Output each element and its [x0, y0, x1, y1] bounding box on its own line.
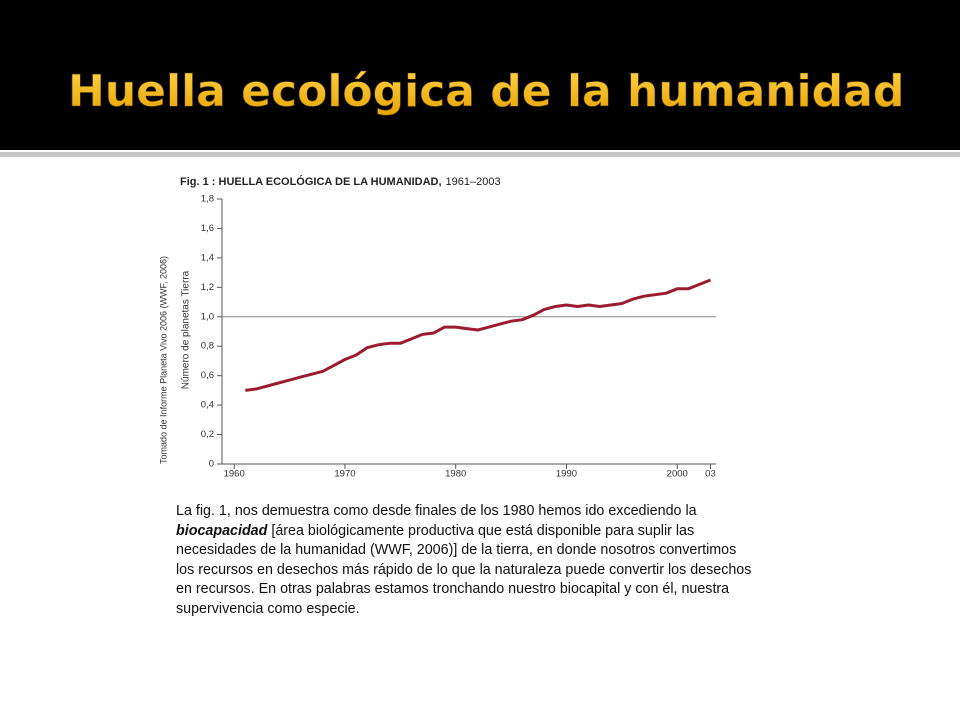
y-tick-label: 1,0 — [201, 311, 214, 322]
y-tick-label: 1,4 — [201, 252, 214, 263]
x-tick-label: 1970 — [334, 469, 355, 480]
y-tick-label: 0,4 — [201, 400, 214, 411]
chart-title-main: Fig. 1 : HUELLA ECOLÓGICA DE LA HUMANIDA… — [180, 175, 442, 188]
paragraph-text: La fig. 1, nos demuestra como desde fina… — [176, 503, 697, 519]
header-rule — [0, 152, 960, 157]
y-tick-label: 1,6 — [201, 223, 214, 234]
y-tick-label: 0 — [209, 459, 214, 470]
slide-title: Huella ecológica de la humanidad — [68, 66, 904, 117]
paragraph-text: [área biológicamente productiva que está… — [176, 522, 752, 617]
y-axis-label: Número de planetas Tierra — [181, 270, 192, 389]
paragraph: La fig. 1, nos demuestra como desde fina… — [176, 502, 756, 619]
y-tick-label: 0,8 — [201, 341, 214, 352]
x-tick-label: 1960 — [224, 469, 245, 480]
chart-title: Fig. 1 : HUELLA ECOLÓGICA DE LA HUMANIDA… — [180, 175, 501, 188]
y-tick-label: 1,2 — [201, 282, 214, 293]
header-bar — [0, 0, 960, 150]
y-tick-label: 1,8 — [201, 194, 214, 205]
x-tick-label: 2000 — [667, 469, 688, 480]
paragraph-emphasis: biocapacidad — [176, 522, 268, 539]
x-tick-label: 1990 — [556, 469, 577, 480]
y-tick-label: 0,6 — [201, 370, 214, 381]
data-line — [245, 278, 712, 392]
y-tick-label: 0,2 — [201, 429, 214, 440]
x-tick-label: 03 — [705, 469, 716, 480]
chart-title-years: 1961–2003 — [446, 176, 501, 188]
x-tick-label: 1980 — [445, 469, 466, 480]
source-note: Tomado de Informe Planeta Vivo 2006 (WWF… — [158, 256, 168, 464]
